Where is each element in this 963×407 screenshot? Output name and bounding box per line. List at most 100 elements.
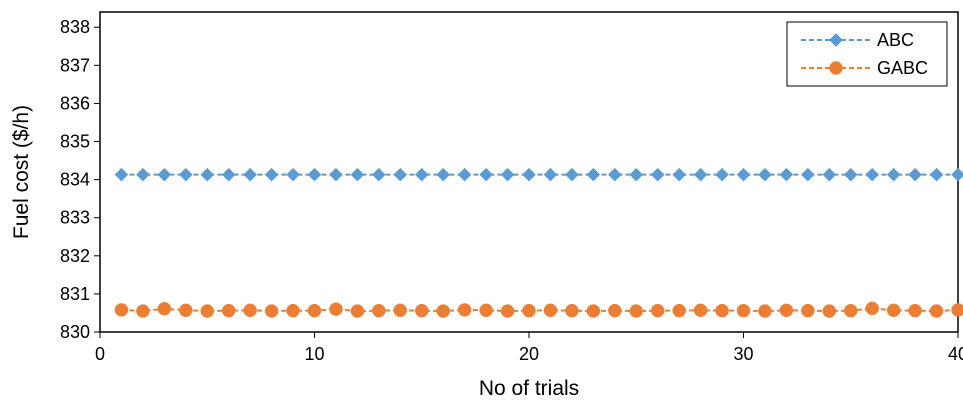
x-tick-label: 10 xyxy=(304,344,324,364)
abc-point xyxy=(437,168,450,181)
gabc-point xyxy=(866,302,879,315)
gabc-point xyxy=(329,303,342,316)
y-tick-label: 830 xyxy=(60,322,90,342)
y-tick-label: 835 xyxy=(60,132,90,152)
abc-point xyxy=(716,168,729,181)
legend-label-gabc: GABC xyxy=(877,58,928,78)
gabc-point xyxy=(480,304,493,317)
abc-point xyxy=(952,168,963,181)
gabc-point xyxy=(887,304,900,317)
abc-point xyxy=(651,168,664,181)
gabc-point xyxy=(222,304,235,317)
abc-point xyxy=(737,168,750,181)
series-gabc xyxy=(115,302,963,318)
gabc-point xyxy=(565,304,578,317)
legend: ABC GABC xyxy=(787,22,947,86)
y-tick-label: 833 xyxy=(60,208,90,228)
abc-point xyxy=(544,168,557,181)
legend-marker-gabc xyxy=(830,62,843,75)
abc-point xyxy=(887,168,900,181)
gabc-point xyxy=(909,304,922,317)
abc-point xyxy=(930,168,943,181)
abc-point xyxy=(329,168,342,181)
abc-point xyxy=(244,168,257,181)
gabc-point xyxy=(952,303,963,316)
gabc-point xyxy=(136,305,149,318)
gabc-point xyxy=(694,304,707,317)
x-tick-label: 40 xyxy=(948,344,963,364)
x-axis-title: No of trials xyxy=(479,377,579,400)
gabc-point xyxy=(544,304,557,317)
gabc-point xyxy=(158,302,171,315)
abc-point xyxy=(501,168,514,181)
abc-point xyxy=(780,168,793,181)
abc-point xyxy=(630,168,643,181)
gabc-point xyxy=(758,305,771,318)
y-tick-label: 834 xyxy=(60,170,90,190)
abc-point xyxy=(222,168,235,181)
gabc-point xyxy=(201,305,214,318)
gabc-point xyxy=(844,304,857,317)
series-abc xyxy=(115,168,963,181)
gabc-point xyxy=(244,304,257,317)
gabc-point xyxy=(179,304,192,317)
abc-point xyxy=(372,168,385,181)
abc-point xyxy=(758,168,771,181)
x-axis-ticks: 0 10 20 30 40 xyxy=(95,332,963,364)
y-tick-label: 832 xyxy=(60,246,90,266)
gabc-point xyxy=(501,305,514,318)
gabc-point xyxy=(630,305,643,318)
gabc-point xyxy=(394,304,407,317)
abc-point xyxy=(136,168,149,181)
abc-point xyxy=(201,168,214,181)
abc-point xyxy=(565,168,578,181)
y-tick-label: 836 xyxy=(60,93,90,113)
abc-point xyxy=(866,168,879,181)
abc-point xyxy=(287,168,300,181)
abc-point xyxy=(823,168,836,181)
abc-point xyxy=(694,168,707,181)
gabc-point xyxy=(437,305,450,318)
y-axis-title: Fuel cost ($/h) xyxy=(10,105,33,239)
y-tick-label: 837 xyxy=(60,55,90,75)
abc-point xyxy=(801,168,814,181)
gabc-point xyxy=(608,304,621,317)
y-tick-label: 831 xyxy=(60,284,90,304)
x-tick-label: 20 xyxy=(519,344,539,364)
abc-point xyxy=(265,168,278,181)
gabc-point xyxy=(673,304,686,317)
gabc-point xyxy=(287,304,300,317)
gabc-point xyxy=(372,304,385,317)
abc-point xyxy=(179,168,192,181)
gabc-point xyxy=(308,304,321,317)
abc-point xyxy=(415,168,428,181)
series-layer xyxy=(115,168,963,317)
x-tick-label: 30 xyxy=(733,344,753,364)
gabc-point xyxy=(415,304,428,317)
abc-point xyxy=(608,168,621,181)
abc-point xyxy=(308,168,321,181)
legend-label-abc: ABC xyxy=(877,30,914,50)
gabc-point xyxy=(737,304,750,317)
gabc-point xyxy=(780,304,793,317)
gabc-point xyxy=(115,303,128,316)
abc-point xyxy=(351,168,364,181)
abc-point xyxy=(115,168,128,181)
abc-point xyxy=(158,168,171,181)
abc-point xyxy=(844,168,857,181)
gabc-point xyxy=(801,304,814,317)
gabc-point xyxy=(458,303,471,316)
gabc-point xyxy=(651,304,664,317)
abc-point xyxy=(673,168,686,181)
y-axis-ticks: 830 831 832 833 834 835 836 837 838 xyxy=(60,17,100,342)
abc-point xyxy=(480,168,493,181)
abc-point xyxy=(458,168,471,181)
gabc-point xyxy=(930,305,943,318)
gabc-point xyxy=(523,304,536,317)
abc-point xyxy=(394,168,407,181)
abc-point xyxy=(523,168,536,181)
gabc-point xyxy=(351,305,364,318)
x-tick-label: 0 xyxy=(95,344,105,364)
